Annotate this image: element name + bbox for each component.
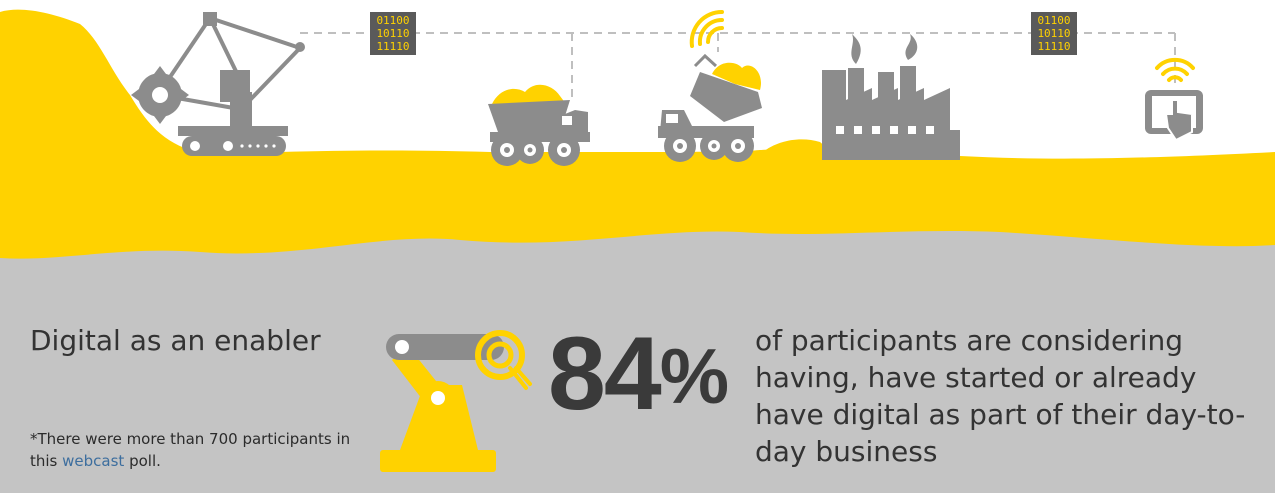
stat-description: of participants are considering having, … — [755, 324, 1246, 468]
svg-text:01100: 01100 — [376, 14, 409, 27]
stat-percentage: 84% — [548, 322, 729, 426]
factory-icon — [822, 34, 960, 160]
section-heading: Digital as an enabler — [30, 324, 321, 357]
svg-text:11110: 11110 — [1037, 40, 1070, 53]
bucket-wheel-excavator-icon — [131, 12, 305, 156]
wifi-signal-icon — [689, 9, 724, 48]
footnote-text: *There were more than 700 participants i… — [30, 430, 351, 470]
svg-text:10110: 10110 — [1037, 27, 1070, 40]
svg-text:10110: 10110 — [376, 27, 409, 40]
webcast-link[interactable]: webcast — [62, 452, 125, 470]
robotic-arm-icon — [380, 330, 532, 472]
stat-value: 84 — [548, 316, 662, 432]
footnote: *There were more than 700 participants i… — [30, 428, 360, 472]
binary-block: 01100 10110 11110 — [1031, 12, 1077, 55]
tablet-touch-icon — [1145, 57, 1203, 142]
svg-text:01100: 01100 — [1037, 14, 1070, 27]
yellow-ground — [0, 9, 1275, 259]
footnote-end: poll. — [129, 452, 161, 470]
stat-unit: % — [659, 332, 730, 420]
binary-block: 01100 10110 11110 — [370, 12, 416, 55]
svg-text:11110: 11110 — [376, 40, 409, 53]
gray-panel — [0, 210, 1275, 493]
loaded-haul-truck-icon — [488, 84, 590, 166]
tipping-dump-truck-icon — [658, 53, 827, 162]
